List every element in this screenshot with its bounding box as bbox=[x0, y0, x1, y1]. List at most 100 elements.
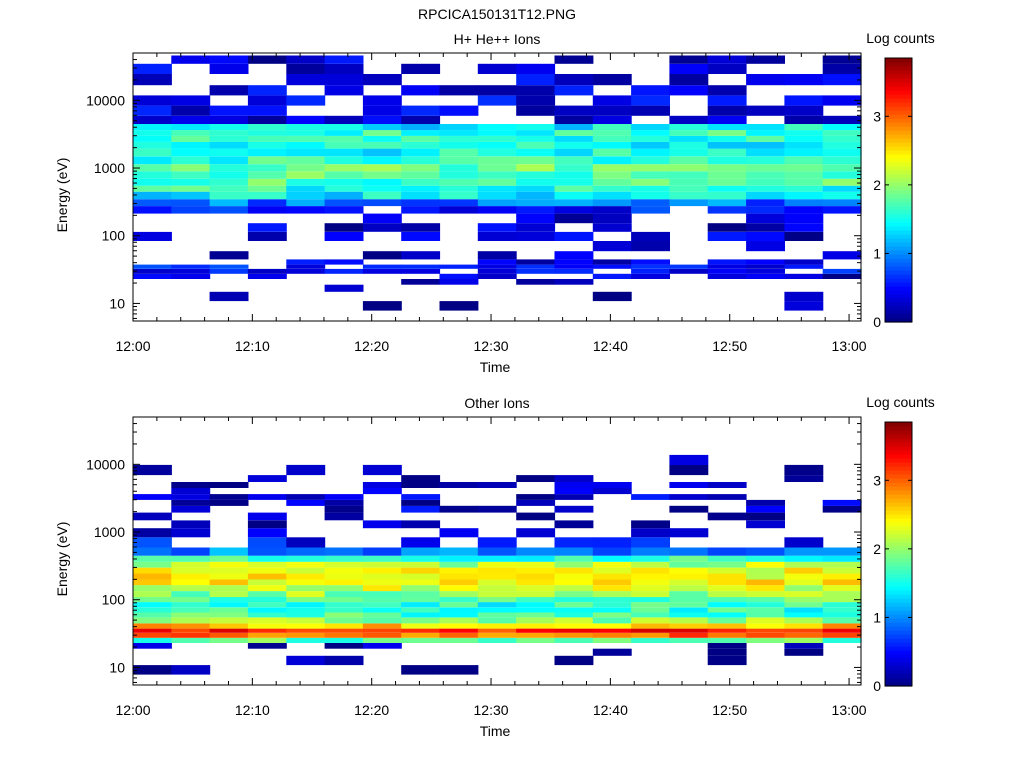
heatmap-cell bbox=[133, 555, 172, 562]
heatmap-cell bbox=[554, 199, 594, 207]
heatmap-cell bbox=[324, 643, 364, 649]
heatmap-cell bbox=[401, 130, 441, 136]
heatmap-cell bbox=[401, 573, 441, 580]
heatmap-cell bbox=[784, 171, 824, 179]
heatmap-cell bbox=[209, 602, 249, 608]
colorbar-tick-label: 3 bbox=[873, 472, 881, 488]
colorbar-segment bbox=[885, 454, 912, 459]
heatmap-cell bbox=[707, 63, 747, 74]
heatmap-cell bbox=[401, 206, 441, 214]
heatmap-cell bbox=[669, 464, 709, 476]
heatmap-cell bbox=[477, 612, 517, 618]
heatmap-cell bbox=[247, 520, 287, 529]
heatmap-cell bbox=[133, 191, 172, 200]
heatmap-cell bbox=[401, 555, 441, 562]
heatmap-cell bbox=[401, 164, 441, 172]
heatmap-cell bbox=[247, 171, 287, 179]
heatmap-cell bbox=[477, 185, 517, 192]
heatmap-cell bbox=[286, 124, 326, 131]
heatmap-cell bbox=[631, 124, 670, 131]
heatmap-cell bbox=[439, 612, 479, 618]
heatmap-cell bbox=[631, 579, 670, 586]
heatmap-cell bbox=[746, 632, 785, 638]
heatmap-cell bbox=[401, 520, 441, 529]
colorbar-segment bbox=[885, 122, 912, 127]
heatmap-cell bbox=[133, 206, 172, 214]
heatmap-cell bbox=[171, 602, 211, 608]
heatmap-cell bbox=[477, 85, 517, 96]
heatmap-cell bbox=[209, 268, 249, 274]
heatmap-cell bbox=[707, 579, 747, 586]
heatmap-cell bbox=[669, 141, 709, 149]
heatmap-cell bbox=[784, 597, 824, 603]
heatmap-cell bbox=[707, 130, 747, 136]
heatmap-cell bbox=[171, 555, 211, 562]
heatmap-cell bbox=[401, 537, 441, 548]
heatmap-cell bbox=[784, 567, 824, 574]
heatmap-cell bbox=[516, 617, 556, 624]
heatmap-cell bbox=[822, 95, 862, 106]
heatmap-cell bbox=[631, 95, 670, 106]
colorbar-segment bbox=[885, 66, 912, 71]
heatmap-cell bbox=[784, 637, 824, 643]
heatmap-cell bbox=[784, 231, 824, 241]
heatmap-cell bbox=[554, 655, 594, 666]
heatmap-cell bbox=[592, 579, 632, 586]
heatmap-cell bbox=[554, 135, 594, 142]
heatmap-cell bbox=[784, 95, 824, 106]
heatmap-cell bbox=[516, 95, 556, 106]
heatmap-cell bbox=[669, 555, 709, 562]
heatmap-cell bbox=[209, 579, 249, 586]
heatmap-cell bbox=[362, 301, 402, 311]
heatmap-cell bbox=[133, 602, 172, 608]
colorbar-segment bbox=[885, 654, 912, 659]
heatmap-cell bbox=[439, 279, 479, 285]
heatmap-cell bbox=[247, 597, 287, 603]
heatmap-cell bbox=[477, 148, 517, 157]
heatmap-cell bbox=[439, 665, 479, 675]
heatmap-cell bbox=[822, 55, 862, 64]
colorbar-segment bbox=[885, 546, 912, 551]
heatmap-cell bbox=[209, 178, 249, 186]
heatmap-cell bbox=[171, 124, 211, 131]
heatmap-cell bbox=[707, 547, 747, 556]
x-tick-label: 12:10 bbox=[235, 338, 270, 354]
colorbar-segment bbox=[885, 210, 912, 215]
colorbar-segment bbox=[885, 666, 912, 671]
heatmap-cell bbox=[707, 199, 747, 207]
x-tick-label: 12:00 bbox=[115, 702, 150, 718]
heatmap-cell bbox=[516, 124, 556, 131]
heatmap-cell bbox=[477, 63, 517, 74]
colorbar-segment bbox=[885, 646, 912, 651]
heatmap-cell bbox=[133, 105, 172, 116]
heatmap-cell bbox=[133, 231, 172, 241]
heatmap-cell bbox=[746, 591, 785, 598]
heatmap-cell bbox=[286, 573, 326, 580]
colorbar-segment bbox=[885, 622, 912, 627]
heatmap-cell bbox=[516, 231, 556, 241]
colorbar-segment bbox=[885, 494, 912, 499]
heatmap-cell bbox=[362, 135, 402, 142]
heatmap-cell bbox=[362, 585, 402, 592]
heatmap-cell bbox=[707, 164, 747, 172]
heatmap-cell bbox=[286, 567, 326, 574]
heatmap-cell bbox=[707, 573, 747, 580]
heatmap-cell bbox=[171, 623, 211, 629]
heatmap-cell bbox=[401, 602, 441, 608]
heatmap-cells bbox=[133, 55, 862, 311]
colorbar-segment bbox=[885, 674, 912, 679]
heatmap-cell bbox=[554, 156, 594, 165]
heatmap-cell bbox=[554, 191, 594, 200]
heatmap-cell bbox=[784, 617, 824, 624]
colorbar-segment bbox=[885, 522, 912, 527]
heatmap-cell bbox=[324, 115, 364, 124]
heatmap-cell bbox=[784, 130, 824, 136]
heatmap-cell bbox=[669, 573, 709, 580]
heatmap-cell bbox=[247, 512, 287, 521]
heatmap-cell bbox=[631, 628, 670, 633]
heatmap-cell bbox=[247, 55, 287, 64]
heatmap-cell bbox=[401, 612, 441, 618]
colorbar-segment bbox=[885, 682, 912, 687]
heatmap-cell bbox=[669, 63, 709, 74]
